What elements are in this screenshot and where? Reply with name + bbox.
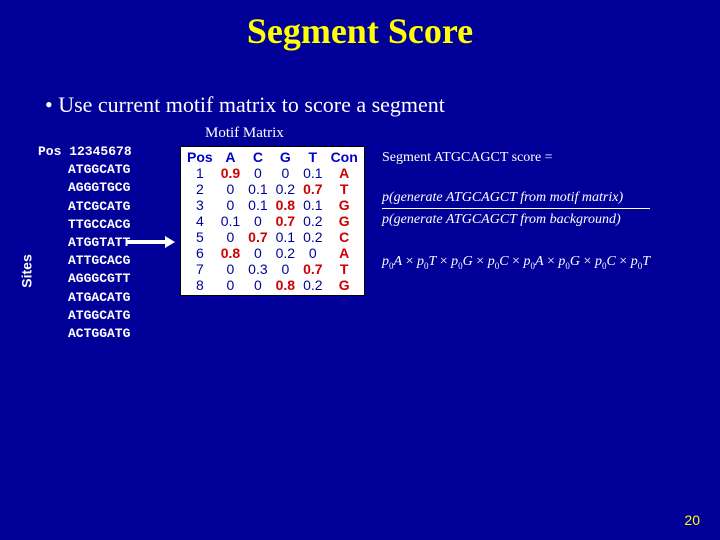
- sites-header: Pos 12345678: [38, 143, 132, 161]
- arrow-icon: [127, 238, 175, 246]
- site-sequence: ATTGCACG: [38, 252, 132, 270]
- site-sequence: ATGGTATT: [38, 234, 132, 252]
- score-denominator: p(generate ATGCAGCT from background): [382, 209, 650, 230]
- score-block: Segment ATGCAGCT score = p(generate ATGC…: [382, 148, 650, 272]
- site-sequence: ATGGCATG: [38, 161, 132, 179]
- motif-matrix-table: PosACGTCon10.9000.1A200.10.20.7T300.10.8…: [180, 146, 365, 296]
- score-numerator: p(generate ATGCAGCT from motif matrix): [382, 188, 650, 210]
- motif-matrix-label: Motif Matrix: [205, 125, 284, 142]
- score-line1: Segment ATGCAGCT score =: [382, 148, 650, 168]
- score-formula: p0A × p0T × p0G × p0C × p0A × p0G × p0C …: [382, 252, 650, 272]
- site-sequence: ATCGCATG: [38, 198, 132, 216]
- page-number: 20: [684, 512, 700, 528]
- sites-axis-label: Sites: [19, 254, 35, 287]
- site-sequence: ACTGGATG: [38, 325, 132, 343]
- bullet-text: • Use current motif matrix to score a se…: [0, 52, 720, 118]
- site-sequence: ATGACATG: [38, 289, 132, 307]
- site-sequence: AGGGTGCG: [38, 179, 132, 197]
- sites-block: Pos 12345678 ATGGCATGAGGGTGCGATCGCATGTTG…: [38, 143, 132, 343]
- site-sequence: TTGCCACG: [38, 216, 132, 234]
- site-sequence: ATGGCATG: [38, 307, 132, 325]
- slide-title: Segment Score: [0, 0, 720, 52]
- site-sequence: AGGGCGTT: [38, 270, 132, 288]
